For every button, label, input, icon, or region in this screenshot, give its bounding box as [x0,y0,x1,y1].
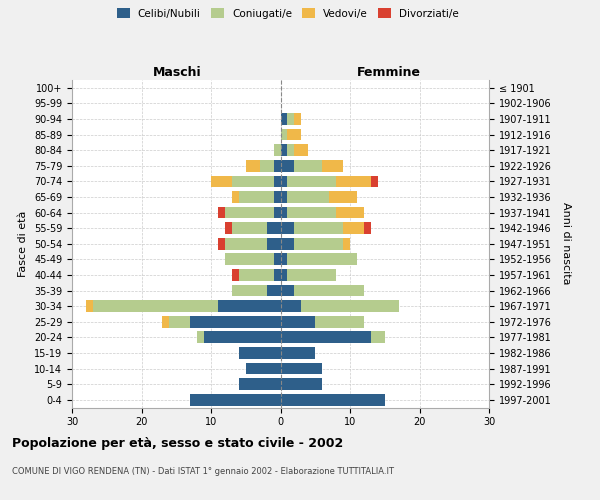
Bar [371,332,385,343]
Bar [281,316,315,328]
Bar [295,160,322,172]
Bar [274,160,281,172]
Bar [287,191,329,203]
Bar [260,160,274,172]
Bar [225,254,274,265]
Bar [232,191,239,203]
Bar [295,238,343,250]
Bar [343,222,364,234]
Bar [364,222,371,234]
Bar [315,316,364,328]
Bar [281,128,287,140]
Bar [246,160,260,172]
Bar [225,238,266,250]
Bar [218,300,281,312]
Bar [93,300,218,312]
Bar [225,222,232,234]
Bar [281,378,322,390]
Bar [274,254,281,265]
Bar [169,316,190,328]
Bar [266,238,281,250]
Bar [239,269,274,281]
Bar [281,394,385,406]
Bar [295,284,364,296]
Bar [281,238,295,250]
Bar [163,316,169,328]
Text: Maschi: Maschi [152,66,202,78]
Bar [266,222,281,234]
Bar [281,284,295,296]
Bar [295,144,308,156]
Bar [281,254,287,265]
Bar [232,176,274,187]
Bar [301,300,398,312]
Bar [371,176,378,187]
Bar [266,284,281,296]
Y-axis label: Anni di nascita: Anni di nascita [561,202,571,285]
Bar [232,222,266,234]
Bar [211,176,232,187]
Bar [86,300,93,312]
Bar [190,394,281,406]
Bar [274,191,281,203]
Bar [281,362,322,374]
Y-axis label: Fasce di età: Fasce di età [19,210,28,277]
Bar [287,176,336,187]
Bar [287,113,295,125]
Bar [232,269,239,281]
Bar [281,113,287,125]
Bar [204,332,281,343]
Bar [329,191,357,203]
Bar [336,206,364,218]
Text: Popolazione per età, sesso e stato civile - 2002: Popolazione per età, sesso e stato civil… [12,438,343,450]
Bar [281,191,287,203]
Bar [197,332,204,343]
Bar [281,176,287,187]
Bar [281,222,295,234]
Bar [287,206,336,218]
Bar [274,144,281,156]
Bar [281,206,287,218]
Bar [336,176,371,187]
Text: COMUNE DI VIGO RENDENA (TN) - Dati ISTAT 1° gennaio 2002 - Elaborazione TUTTITAL: COMUNE DI VIGO RENDENA (TN) - Dati ISTAT… [12,468,394,476]
Bar [281,144,287,156]
Bar [239,378,281,390]
Bar [287,254,357,265]
Bar [274,269,281,281]
Bar [287,128,301,140]
Bar [322,160,343,172]
Bar [343,238,350,250]
Bar [239,347,281,359]
Bar [218,206,225,218]
Bar [295,113,301,125]
Bar [281,332,371,343]
Legend: Celibi/Nubili, Coniugati/e, Vedovi/e, Divorziati/e: Celibi/Nubili, Coniugati/e, Vedovi/e, Di… [114,5,462,21]
Bar [232,284,266,296]
Bar [281,269,287,281]
Bar [239,191,274,203]
Bar [274,176,281,187]
Bar [287,144,295,156]
Bar [190,316,281,328]
Bar [281,160,295,172]
Bar [274,206,281,218]
Bar [225,206,274,218]
Bar [218,238,225,250]
Bar [281,300,301,312]
Text: Femmine: Femmine [357,66,421,78]
Bar [295,222,343,234]
Bar [287,269,336,281]
Bar [281,347,315,359]
Bar [246,362,281,374]
